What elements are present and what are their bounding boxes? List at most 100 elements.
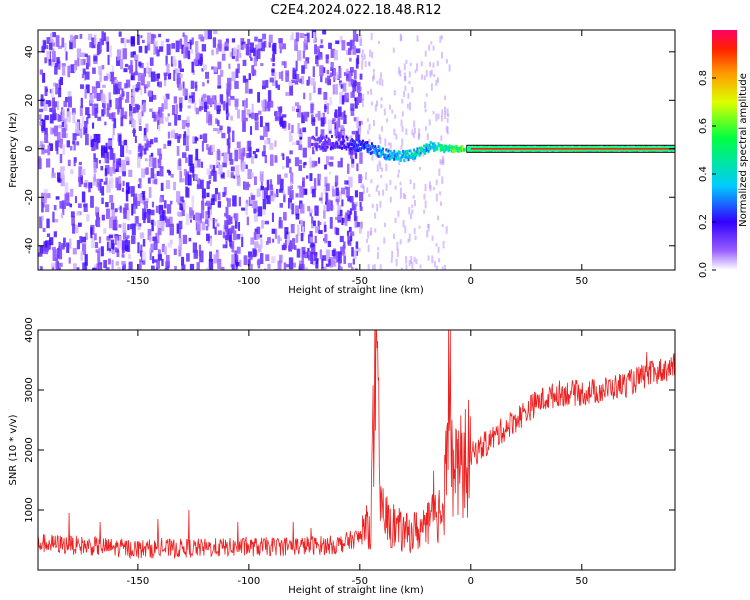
spectrogram-noise-cell (80, 123, 85, 130)
spectrogram-noise-cell (182, 32, 185, 38)
spectrogram-noise-cell (159, 166, 164, 177)
spectrogram-noise-cell (139, 232, 145, 239)
spectrogram-noise-cell (445, 59, 448, 64)
spectrogram-noise-cell (322, 30, 327, 35)
spectrogram-noise-cell (237, 109, 240, 119)
colorbar-label: Normalized spectral amplitude (738, 73, 749, 227)
spectrogram-noise-cell (394, 185, 397, 190)
spectrogram-noise-cell (441, 224, 444, 228)
spectrogram-noise-cell (127, 65, 131, 70)
spectrogram-noise-cell (283, 211, 287, 221)
spectrogram-noise-cell (278, 72, 283, 79)
spectrogram-noise-cell (99, 178, 104, 182)
spectrogram-noise-cell (245, 117, 248, 122)
spectrogram-signal-cell (359, 147, 362, 151)
spectrogram-noise-cell (411, 204, 414, 208)
spectrogram-noise-cell (91, 104, 95, 116)
spectrogram-noise-cell (63, 100, 67, 108)
spectrogram-noise-cell (401, 126, 404, 132)
spectrogram-signal-cell (344, 146, 347, 150)
spectrogram-signal-cell (337, 135, 340, 139)
spectrogram-noise-cell (176, 223, 180, 234)
spectrogram-noise-cell (146, 62, 149, 73)
spectrogram-noise-cell (335, 187, 339, 196)
spectrogram-signal-cell (444, 144, 447, 148)
spectrogram-noise-cell (430, 69, 433, 76)
x-tick-label: -100 (238, 576, 261, 587)
spectrogram-noise-cell (163, 72, 168, 76)
spectrogram-noise-cell (313, 32, 316, 42)
spectrogram-noise-cell (349, 208, 353, 215)
spectrogram-noise-cell (248, 251, 253, 258)
spectrogram-noise-cell (187, 43, 190, 52)
spectrogram-noise-cell (93, 141, 97, 150)
spectrogram-noise-cell (343, 114, 347, 125)
spectrogram-noise-cell (308, 76, 311, 85)
spectrogram-signal-cell (343, 145, 346, 149)
spectrogram-noise-cell (86, 116, 89, 124)
spectrogram-noise-cell (391, 250, 394, 258)
spectrogram-noise-cell (67, 159, 71, 167)
spectrogram-noise-cell (251, 203, 255, 208)
spectrogram-signal-cell (319, 145, 322, 149)
spectrogram-noise-cell (72, 223, 76, 234)
spectrogram-noise-cell (242, 75, 247, 83)
spectrogram-noise-cell (341, 217, 344, 226)
spectrogram-noise-cell (175, 104, 178, 115)
spectrogram-noise-cell (345, 98, 349, 103)
spectrogram-noise-cell (106, 236, 111, 241)
spectrogram-noise-cell (161, 243, 165, 252)
spectrogram-noise-cell (230, 95, 235, 100)
x-tick-label: 50 (575, 576, 588, 587)
spectrogram-noise-cell (54, 65, 58, 75)
spectrogram-noise-cell (405, 59, 408, 64)
spectrogram-noise-cell (424, 101, 427, 109)
spectrogram-noise-cell (195, 222, 199, 231)
spectrogram-noise-cell (186, 116, 190, 123)
spectrogram-noise-cell (108, 249, 113, 253)
spectrogram-noise-cell (126, 91, 130, 100)
spectrogram-signal-cell (389, 149, 392, 153)
spectrogram-noise-cell (308, 234, 311, 244)
spectrogram-noise-cell (208, 258, 214, 270)
spectrogram-noise-cell (201, 188, 206, 199)
spectrogram-noise-cell (349, 57, 352, 62)
spectrogram-noise-cell (292, 141, 297, 146)
spectrogram-noise-cell (403, 91, 406, 98)
spectrogram-noise-cell (118, 96, 122, 109)
spectrogram-noise-cell (439, 191, 442, 196)
spectrogram-signal-cell (330, 145, 333, 149)
spectrogram-noise-cell (325, 54, 329, 64)
spectrogram-noise-cell (378, 78, 381, 86)
spectrogram-noise-cell (310, 103, 314, 114)
spectrogram-noise-cell (254, 121, 259, 131)
spectrogram-signal-cell (330, 142, 333, 146)
spectrogram-signal-cell (429, 146, 432, 150)
spectrogram-noise-cell (329, 97, 333, 106)
colorbar-tick-label: 0.6 (698, 118, 709, 134)
spectrogram-noise-cell (146, 81, 151, 88)
spectrogram-noise-cell (225, 206, 229, 218)
spectrogram-noise-cell (427, 255, 430, 261)
spectrogram-noise-cell (335, 198, 340, 202)
spectrogram-noise-cell (206, 143, 209, 151)
spectrogram-noise-cell (399, 70, 402, 77)
spectrogram-noise-cell (234, 149, 238, 162)
spectrogram-noise-cell (359, 206, 363, 211)
spectrogram-noise-cell (289, 85, 294, 96)
spectrogram-noise-cell (174, 265, 177, 270)
spectrogram-signal-cell (403, 152, 406, 156)
spectrogram-noise-cell (347, 196, 352, 202)
spectrogram-noise-cell (337, 204, 342, 215)
spectrogram-noise-cell (393, 233, 396, 240)
spectrogram-noise-cell (230, 172, 234, 179)
spectrogram-noise-cell (82, 68, 86, 75)
spectrogram-signal-cell (465, 147, 468, 151)
spectrogram-noise-cell (83, 58, 86, 65)
spectrogram-noise-cell (251, 65, 255, 74)
spectrogram-noise-cell (248, 113, 253, 118)
spectrogram-noise-cell (217, 258, 222, 269)
spectrogram-signal-cell (429, 141, 432, 145)
spectrogram-noise-cell (311, 223, 315, 229)
spectrogram-noise-cell (166, 266, 170, 270)
